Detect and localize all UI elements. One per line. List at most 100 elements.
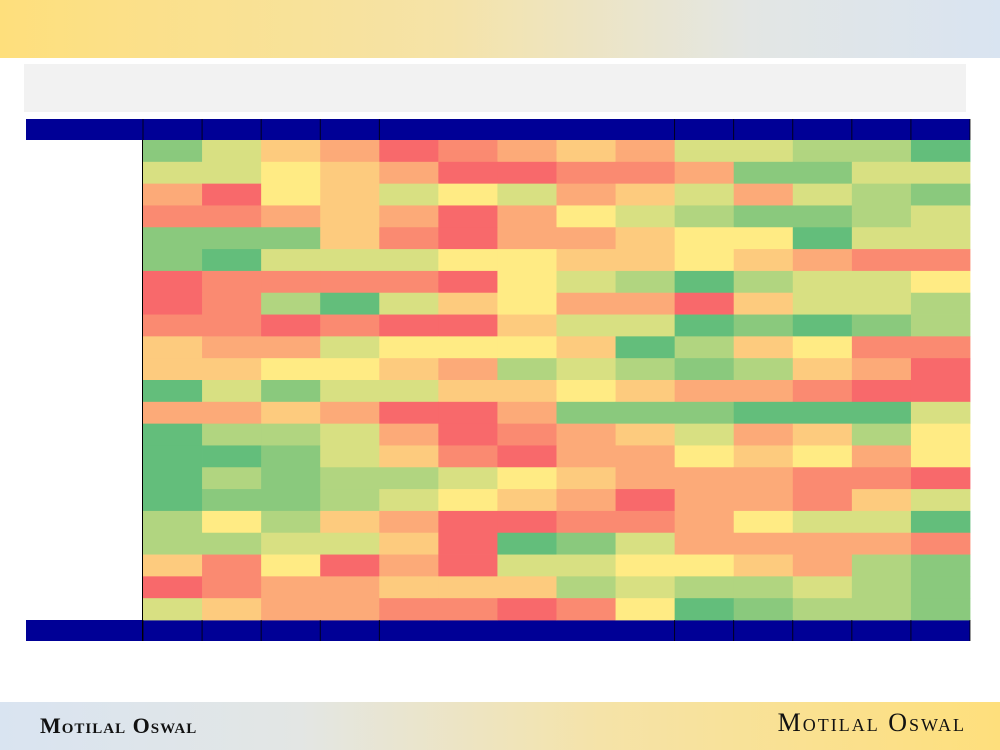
heatmap-cell <box>674 270 735 294</box>
heatmap-cell <box>733 336 794 359</box>
heatmap-cell <box>202 532 262 555</box>
heatmap-cell <box>733 380 794 403</box>
heatmap-cell <box>674 161 735 185</box>
heatmap-cell <box>379 336 439 359</box>
heatmap-cell <box>851 401 912 425</box>
heatmap-cell <box>261 445 321 468</box>
heatmap-cell <box>851 380 912 403</box>
footer-logo-left: Motilal Oswal <box>40 713 198 738</box>
heatmap-cell <box>379 183 439 206</box>
heatmap-cell <box>910 358 971 381</box>
heatmap-cell <box>792 554 853 577</box>
heatmap-cell <box>792 161 853 185</box>
heatmap-cell <box>320 314 380 337</box>
heatmap-cell <box>674 336 735 359</box>
heatmap-cell <box>556 380 616 403</box>
heatmap-cell <box>792 183 853 206</box>
heatmap-cell <box>851 423 912 446</box>
heatmap-cell <box>792 314 853 337</box>
heatmap-cell <box>379 205 439 228</box>
heatmap-cell <box>615 598 676 621</box>
heatmap-cell <box>438 380 498 403</box>
heatmap-cell <box>497 598 557 621</box>
heatmap-cell <box>320 576 380 599</box>
heatmap-cell <box>497 140 557 163</box>
heatmap-cell <box>615 554 676 577</box>
heatmap-cell <box>320 554 380 577</box>
heatmap-cell <box>910 140 971 163</box>
heatmap-cell <box>792 292 853 315</box>
heatmap-cell <box>615 358 676 381</box>
slide-title-box <box>24 64 966 112</box>
heatmap-cell <box>497 445 557 468</box>
heatmap-cell <box>261 249 321 272</box>
heatmap-cell <box>320 292 380 315</box>
heatmap-cell <box>261 401 321 425</box>
heatmap-cell <box>143 205 203 228</box>
heatmap-cell <box>379 423 439 446</box>
heatmap-cell <box>202 358 262 381</box>
heatmap-cell <box>320 270 380 294</box>
heatmap-cell <box>851 489 912 512</box>
heatmap-cell <box>910 489 971 512</box>
heatmap-cell <box>910 380 971 403</box>
heatmap-cell <box>910 205 971 228</box>
heatmap-cell <box>910 270 971 294</box>
heatmap-cell <box>674 401 735 425</box>
heatmap-cell <box>497 510 557 534</box>
heatmap-cell <box>733 314 794 337</box>
heatmap-cell <box>261 598 321 621</box>
heatmap-cell <box>497 249 557 272</box>
heatmap-cell <box>792 140 853 163</box>
heatmap-cell <box>438 401 498 425</box>
heatmap-cell <box>261 336 321 359</box>
heatmap-cell <box>674 598 735 621</box>
heatmap-cell <box>792 336 853 359</box>
heatmap-cell <box>674 423 735 446</box>
heatmap-cell <box>497 314 557 337</box>
heatmap-cell <box>674 249 735 272</box>
heatmap-cell <box>438 576 498 599</box>
heatmap-cell <box>556 489 616 512</box>
heatmap-cell <box>615 249 676 272</box>
heatmap-cell <box>497 554 557 577</box>
heatmap-cell <box>261 554 321 577</box>
heatmap-cell <box>674 576 735 599</box>
heatmap-cell <box>615 576 676 599</box>
heatmap-cell <box>320 467 380 490</box>
heatmap-cell <box>438 270 498 294</box>
heatmap-cell <box>320 183 380 206</box>
heatmap-cell <box>497 205 557 228</box>
heatmap-cell <box>733 423 794 446</box>
heatmap-cell <box>733 205 794 228</box>
heatmap-cell <box>910 336 971 359</box>
heatmap-cell <box>792 380 853 403</box>
heatmap-cell <box>202 205 262 228</box>
heatmap-cell <box>733 249 794 272</box>
heatmap-cell <box>379 140 439 163</box>
heatmap-cell <box>143 423 203 446</box>
heatmap-cell <box>556 467 616 490</box>
heatmap-cell <box>143 554 203 577</box>
heatmap-cell <box>202 336 262 359</box>
heatmap-cell <box>320 140 380 163</box>
heatmap-cell <box>261 227 321 250</box>
heatmap-cell <box>202 401 262 425</box>
heatmap-cell <box>556 445 616 468</box>
top-gradient-band <box>0 0 1000 58</box>
heatmap-cell <box>792 467 853 490</box>
heatmap-cell <box>733 270 794 294</box>
heatmap-cell <box>615 205 676 228</box>
heatmap-cell <box>261 161 321 185</box>
heatmap-cell <box>792 270 853 294</box>
heatmap-cell <box>143 292 203 315</box>
heatmap-cell <box>143 314 203 337</box>
heatmap-cell <box>320 489 380 512</box>
heatmap-cell <box>379 489 439 512</box>
bottom-gradient-band <box>0 702 1000 750</box>
heatmap-cell <box>851 314 912 337</box>
heatmap-cell <box>792 205 853 228</box>
heatmap-cell <box>910 576 971 599</box>
heatmap-cell <box>733 445 794 468</box>
heatmap-cell <box>851 183 912 206</box>
